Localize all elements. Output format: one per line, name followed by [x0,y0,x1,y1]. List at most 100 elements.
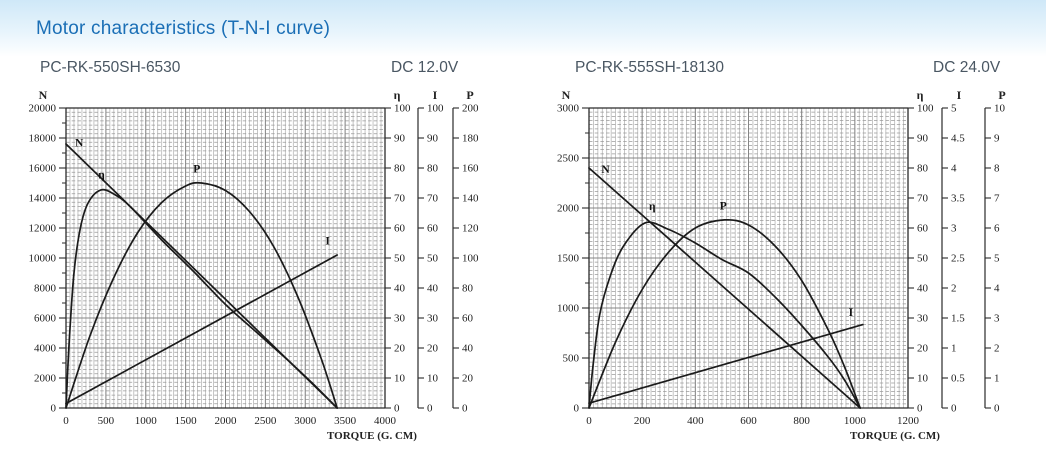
x-tick-label: 1500 [175,415,198,427]
p-axis-tick-label: 1 [994,373,1000,385]
curve-path-I [588,323,864,405]
curve-path-N [588,167,861,409]
i-axis-tick-label: 40 [427,283,439,295]
p-axis-tick-label: 20 [462,373,474,385]
curve-label-N: N [601,164,610,176]
curve-I: I [588,307,864,405]
n-tick-label: 16000 [29,163,57,175]
eta-axis-title: η [394,88,401,102]
x-tick-label: 500 [98,415,115,427]
i-axis-tick-label: 100 [427,103,444,115]
curve-P: P [588,200,861,409]
n-tick-label: 18000 [29,133,57,145]
i-axis-tick-label: 0 [427,403,433,415]
eta-tick-label: 60 [394,223,406,235]
p-axis-tick-label: 140 [462,193,479,205]
chart1-voltage-label: DC 12.0V [391,59,459,76]
curve-η: η [588,201,861,409]
n-axis: 0 2000 4000 6000 8000 10000 12000 14000 16000 180… [29,88,66,415]
p-axis-title: P [998,88,1005,102]
x-tick-label: 1000 [135,415,158,427]
p-axis-tick-label: 0 [462,403,468,415]
eta-tick-label: 100 [394,103,411,115]
curve-label-P: P [193,164,200,176]
eta-tick-label: 70 [394,193,406,205]
p-axis-tick-label: 40 [462,343,474,355]
eta-tick-label: 80 [394,163,406,175]
eta-tick-label: 50 [394,253,406,265]
n-tick-label: 2000 [557,203,580,215]
x-tick-label: 2000 [215,415,238,427]
i-axis-tick-label: 70 [427,193,439,205]
x-tick-label: 400 [687,415,704,427]
n-tick-label: 1000 [557,303,580,315]
x-tick-label: 600 [740,415,757,427]
grid [589,108,908,408]
n-tick-label: 3000 [557,103,580,115]
n-tick-label: 8000 [34,283,57,295]
p-axis-tick-label: 180 [462,133,479,145]
curve-label-P: P [720,200,727,212]
i-axis-tick-label: 60 [427,223,439,235]
p-axis-tick-label: 3 [994,313,1000,325]
x-axis: 0 500 1000 1500 2000 2500 3000 3500 4000 TORQUE (… [63,415,417,442]
page-header [0,0,1046,57]
n-tick-label: 1500 [557,253,580,265]
i-axis-title: I [957,88,962,102]
i-axis-tick-label: 3.5 [951,193,965,205]
p-axis-tick-label: 100 [462,253,479,265]
x-axis-title: TORQUE (G. CM) [850,430,940,442]
eta-tick-label: 0 [917,403,923,415]
p-axis-title: P [466,88,473,102]
chart2-voltage-label: DC 24.0V [933,59,1001,76]
page-title: Motor characteristics (T-N-I curve) [36,18,331,39]
n-tick-label: 500 [563,353,580,365]
curve-path-P [65,181,338,409]
i-axis-tick-label: 0 [951,403,957,415]
p-axis-tick-label: 5 [994,253,1000,265]
eta-tick-label: 80 [917,163,929,175]
p-axis: 0 1 2 3 4 5 6 7 8 9 10P [984,88,1006,415]
curve-label-I: I [325,236,330,248]
curve-label-I: I [849,307,854,319]
x-tick-label: 4000 [374,415,397,427]
eta-tick-label: 50 [917,253,929,265]
x-axis: 0 200 400 600 800 1000 1200 TORQUE (G. CM) [586,415,940,442]
n-tick-label: 0 [574,403,580,415]
x-tick-label: 3500 [334,415,357,427]
curve-P: P [65,164,338,409]
p-axis-tick-label: 6 [994,223,1000,235]
i-axis-tick-label: 3 [951,223,957,235]
x-tick-label: 800 [793,415,810,427]
n-tick-label: 12000 [29,223,57,235]
i-axis-tick-label: 80 [427,163,439,175]
i-axis-tick-label: 20 [427,343,439,355]
x-tick-label: 1000 [844,415,867,427]
eta-tick-label: 90 [917,133,929,145]
x-axis-title: TORQUE (G. CM) [327,430,417,442]
i-axis-tick-label: 30 [427,313,439,325]
x-tick-label: 3000 [294,415,317,427]
eta-tick-label: 30 [394,313,406,325]
eta-tick-label: 20 [394,343,406,355]
curve-path-I [65,254,338,405]
curve-path-P [588,218,861,409]
i-axis-tick-label: 5 [951,103,957,115]
eta-tick-label: 70 [917,193,929,205]
p-axis-tick-label: 120 [462,223,479,235]
p-axis-tick-label: 7 [994,193,1000,205]
x-tick-label: 200 [634,415,651,427]
chart1-canvas: 0200040006000800010000120001400016000180… [29,88,480,442]
curve-label-η: η [649,201,656,213]
eta-tick-label: 60 [917,223,929,235]
chart2-model-label: PC-RK-555SH-18130 [575,59,725,76]
n-tick-label: 2000 [34,373,57,385]
i-axis-tick-label: 1.5 [951,313,965,325]
i-axis-tick-label: 4.5 [951,133,965,145]
eta-tick-label: 40 [917,283,929,295]
n-axis-title: N [39,88,48,102]
